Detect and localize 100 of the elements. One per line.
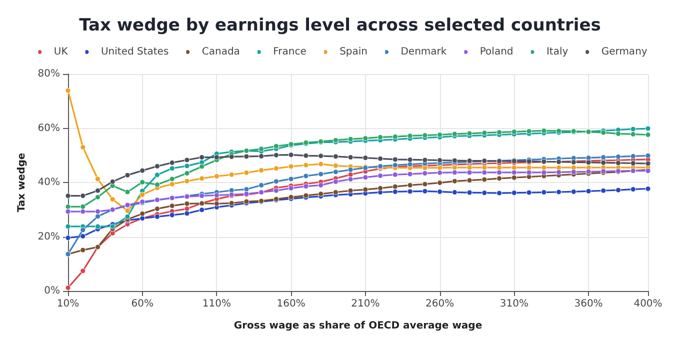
point [616, 154, 622, 160]
point [140, 168, 146, 174]
point [526, 190, 532, 196]
point [570, 169, 576, 175]
point [214, 192, 220, 198]
point [600, 154, 606, 160]
point [124, 189, 130, 195]
point [616, 130, 622, 136]
point [184, 178, 190, 184]
x-tick-label: 110% [202, 298, 232, 310]
point [199, 154, 205, 160]
point [169, 212, 175, 218]
point [586, 155, 592, 161]
point [466, 178, 472, 184]
point [348, 136, 354, 142]
point [362, 155, 368, 161]
point [332, 154, 338, 160]
point [65, 224, 71, 230]
point [422, 170, 428, 176]
point [199, 207, 205, 213]
point [184, 200, 190, 206]
point [318, 191, 324, 197]
legend-label: UK [54, 46, 68, 58]
point [422, 181, 428, 187]
point [541, 170, 547, 176]
point [332, 162, 338, 168]
legend-label: United States [100, 46, 169, 58]
point [496, 176, 502, 182]
point [526, 164, 532, 170]
point [80, 233, 86, 239]
point [511, 170, 517, 176]
point [392, 156, 398, 162]
point [630, 126, 636, 132]
point [80, 204, 86, 210]
point [541, 128, 547, 134]
legend-label: France [273, 46, 306, 58]
x-tick-label: 160% [276, 298, 306, 310]
point [407, 171, 413, 177]
point [511, 174, 517, 180]
point [124, 214, 130, 220]
point [526, 128, 532, 134]
point [288, 185, 294, 191]
point [199, 164, 205, 170]
x-tick-label: 10% [56, 298, 80, 310]
point [228, 172, 234, 178]
point [645, 126, 651, 132]
point [556, 189, 562, 195]
point [526, 174, 532, 180]
point [214, 174, 220, 180]
point [630, 186, 636, 192]
point [110, 196, 116, 202]
point [154, 172, 160, 178]
point [616, 187, 622, 193]
point [303, 152, 309, 158]
point [378, 185, 384, 191]
point [496, 164, 502, 170]
point [318, 153, 324, 159]
point [228, 200, 234, 206]
point [288, 152, 294, 158]
point [556, 169, 562, 175]
point [288, 176, 294, 182]
point [407, 133, 413, 139]
point [184, 163, 190, 169]
point [496, 190, 502, 196]
point [80, 208, 86, 214]
point [258, 182, 264, 188]
point [65, 88, 71, 94]
point [184, 210, 190, 216]
point [600, 188, 606, 194]
point [273, 152, 279, 158]
point [110, 178, 116, 184]
point [541, 164, 547, 170]
point [437, 165, 443, 171]
point [482, 176, 488, 182]
point [154, 214, 160, 220]
point [466, 164, 472, 170]
legend-label: Germany [601, 46, 648, 58]
point [65, 208, 71, 214]
point [482, 130, 488, 136]
point [244, 170, 250, 176]
point [378, 156, 384, 162]
point [95, 176, 100, 182]
x-tick-label: 60% [131, 298, 154, 310]
point [422, 157, 428, 163]
point [332, 190, 338, 196]
point [378, 172, 384, 178]
point [645, 186, 651, 192]
point [244, 154, 250, 160]
point [154, 182, 160, 188]
point [318, 182, 324, 188]
point [482, 170, 488, 176]
point [169, 166, 175, 172]
point [169, 160, 175, 166]
point [80, 247, 86, 253]
legend-label: Canada [202, 46, 240, 58]
point [630, 153, 636, 159]
point [95, 214, 100, 220]
point [332, 169, 338, 175]
legend-label: Italy [546, 46, 568, 58]
legend-label: Spain [340, 46, 368, 58]
